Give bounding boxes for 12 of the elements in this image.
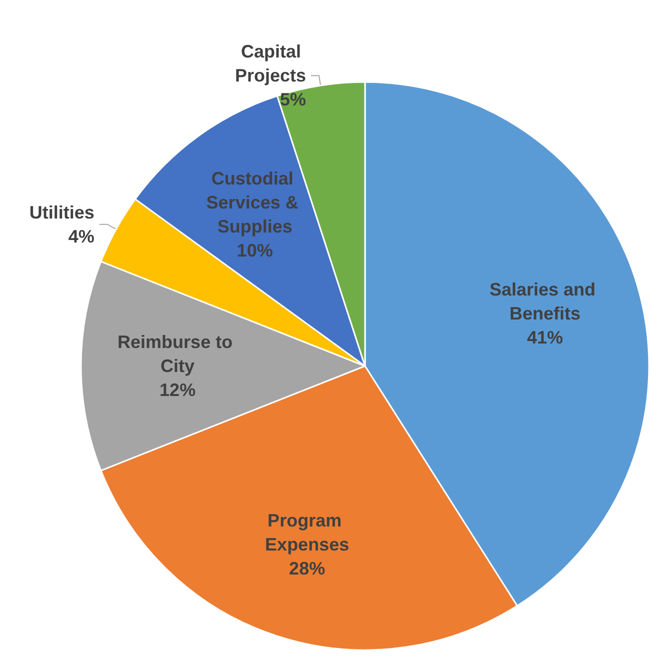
slice-label: Reimburse to City xyxy=(118,332,238,376)
data-label: 5% xyxy=(280,90,306,110)
slice-label: Utilities xyxy=(29,202,94,222)
slice-label: Capital Projects xyxy=(234,42,306,86)
data-label: 41% xyxy=(526,328,564,348)
data-label: 4% xyxy=(68,226,94,246)
data-label: 28% xyxy=(289,558,326,578)
slice-label: Salaries and Benefits xyxy=(489,280,601,324)
slice-label: Program Expenses xyxy=(265,510,350,554)
slice-label: Custodial Services & Supplies xyxy=(206,168,304,236)
data-label: 12% xyxy=(160,380,196,400)
data-label: 10% xyxy=(236,240,273,260)
